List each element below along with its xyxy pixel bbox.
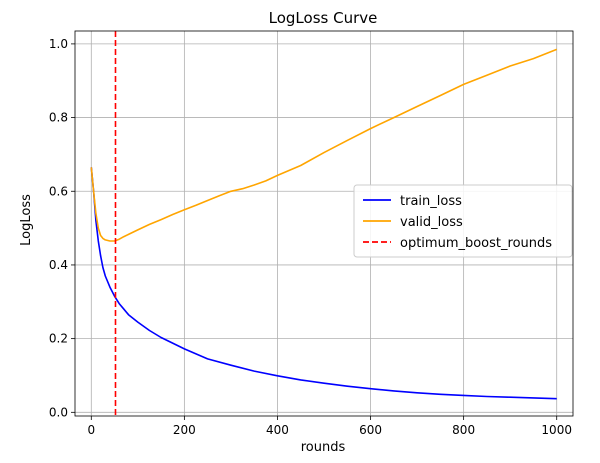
y-tick-label: 1.0 (49, 37, 68, 51)
x-tick-label: 600 (359, 423, 382, 437)
y-tick-label: 0.4 (49, 258, 68, 272)
x-axis-label: rounds (301, 440, 346, 455)
y-axis-label: LogLoss (19, 194, 34, 246)
legend-optimum-boost-rounds-label: optimum_boost_rounds (400, 236, 552, 251)
y-tick-label: 0.0 (49, 405, 68, 419)
x-tick-label: 200 (173, 423, 196, 437)
x-tick-label: 400 (266, 423, 289, 437)
y-tick-label: 0.6 (49, 184, 68, 198)
legend-box (353, 184, 573, 258)
plot-frame (74, 30, 574, 417)
x-tick-label: 0 (87, 423, 95, 437)
x-axis-ticks: 0 200 400 600 800 1000 (87, 416, 572, 437)
legend-valid-loss-label: valid_loss (400, 215, 463, 230)
chart-title: LogLoss Curve (269, 9, 378, 27)
y-axis-ticks: 0.0 0.2 0.4 0.6 0.8 1.0 (49, 37, 75, 419)
series-valid-loss-line (90, 48, 557, 242)
series-layer (90, 31, 557, 416)
x-tick-label: 800 (452, 423, 475, 437)
x-tick-label: 1000 (541, 423, 572, 437)
series-train-loss-line (90, 167, 557, 400)
legend: train_loss valid_loss optimum_boost_rounds (353, 184, 573, 258)
y-tick-label: 0.8 (49, 111, 68, 125)
y-tick-label: 0.2 (49, 332, 68, 346)
legend-train-loss-label: train_loss (400, 194, 462, 209)
